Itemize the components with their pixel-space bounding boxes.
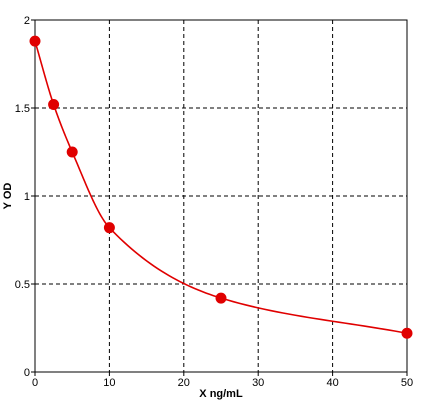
- fit-curve: [34, 40, 408, 335]
- y-axis: 0 0.5 1 1.5 2: [15, 15, 35, 379]
- y-axis-title: Y OD: [2, 183, 14, 210]
- x-tick-label: 50: [401, 377, 413, 389]
- grid-layer: [35, 20, 407, 372]
- x-tick-label: 10: [103, 377, 115, 389]
- data-point: [48, 98, 60, 110]
- data-point: [401, 327, 413, 339]
- x-axis-title: X ng/mL: [199, 388, 243, 400]
- y-tick-label: 0: [24, 367, 30, 379]
- y-tick-label: 1.5: [15, 103, 30, 115]
- x-tick-label: 20: [178, 377, 190, 389]
- data-point: [29, 35, 41, 47]
- x-tick-label: 0: [32, 377, 38, 389]
- y-tick-label: 0.5: [15, 279, 30, 291]
- x-tick-label: 30: [252, 377, 264, 389]
- data-points: [29, 35, 413, 339]
- x-tick-label: 40: [326, 377, 338, 389]
- y-tick-label: 1: [24, 191, 30, 203]
- data-point: [66, 146, 78, 158]
- y-tick-label: 2: [24, 15, 30, 27]
- x-axis: 0 10 20 30 40 50: [32, 372, 413, 389]
- data-point: [215, 292, 227, 304]
- data-point: [103, 222, 115, 234]
